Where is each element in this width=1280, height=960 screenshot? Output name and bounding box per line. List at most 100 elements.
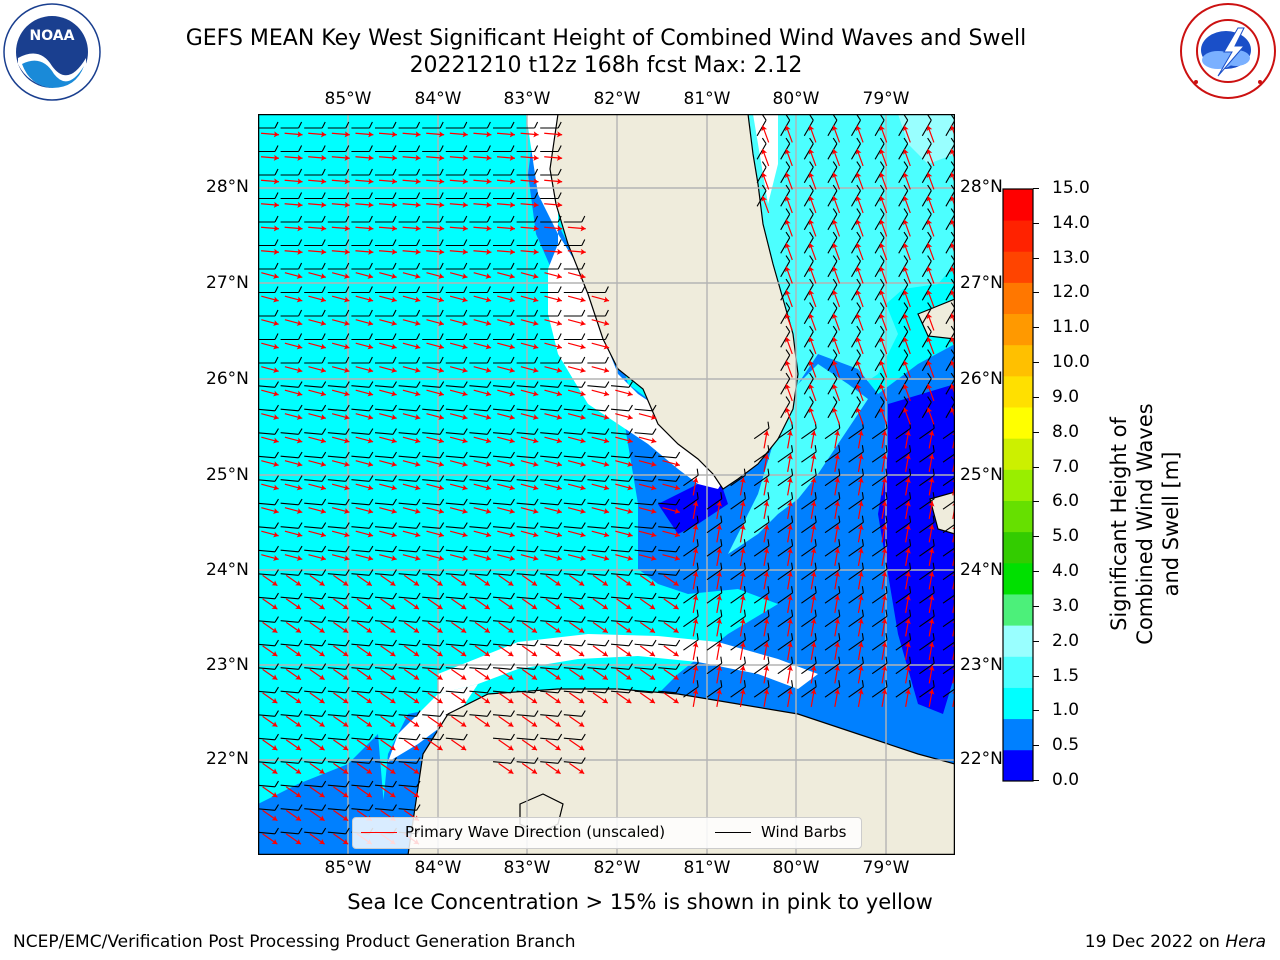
wave-arrow <box>403 621 420 634</box>
wave-arrow <box>567 554 586 561</box>
wind-barb <box>827 231 838 254</box>
wind-barb <box>304 686 327 694</box>
wave-arrow <box>261 413 279 420</box>
wind-barb <box>492 592 515 600</box>
wave-arrow <box>834 642 841 660</box>
wind-barb <box>634 616 657 623</box>
wave-arrow <box>308 389 327 397</box>
wind-barb <box>469 309 491 317</box>
wave-arrow <box>261 436 279 444</box>
wind-barb <box>492 616 515 623</box>
wind-barb <box>827 255 838 278</box>
wind-barb <box>375 121 397 129</box>
wind-barb <box>874 208 885 231</box>
wave-arrow <box>331 248 350 255</box>
wind-barb <box>898 302 909 325</box>
wave-arrow <box>639 668 656 681</box>
wind-barb <box>801 445 817 463</box>
wave-arrow <box>331 342 350 350</box>
wave-arrow <box>379 319 397 326</box>
wind-barb <box>540 309 562 317</box>
wind-barb <box>658 451 681 459</box>
wave-arrow <box>427 715 443 728</box>
wind-barb <box>351 451 374 459</box>
wave-arrow <box>739 548 746 566</box>
wave-arrow <box>379 483 397 491</box>
colorbar-band-11 <box>1003 407 1033 439</box>
wave-arrow <box>903 336 911 355</box>
wind-barb <box>610 569 633 576</box>
wind-barb <box>777 445 794 463</box>
wind-barb <box>803 184 814 207</box>
wind-barb <box>706 633 723 651</box>
wave-arrow <box>308 530 327 538</box>
wave-arrow <box>451 621 467 634</box>
wind-barb <box>327 192 350 200</box>
wind-barb <box>848 586 864 604</box>
wind-barb <box>374 804 397 811</box>
wave-arrow <box>473 319 492 326</box>
wind-barb <box>540 616 563 623</box>
colorbar-tick-label: 11.0 <box>1052 317 1090 338</box>
sea-band-0.0-0.5 <box>878 384 955 714</box>
wind-barb <box>351 498 374 506</box>
wave-arrow <box>520 272 539 279</box>
wave-arrow <box>473 530 492 538</box>
wind-barb <box>327 309 350 317</box>
wind-barb <box>706 680 723 698</box>
wind-barb <box>469 404 492 412</box>
wind-barb <box>753 609 770 628</box>
wind-barb <box>658 522 681 529</box>
wind-barb <box>351 663 374 670</box>
wave-arrow <box>903 242 911 261</box>
wave-arrow <box>881 430 888 449</box>
wave-arrow <box>545 574 561 587</box>
wave-arrow <box>355 436 374 444</box>
wind-barb <box>848 633 864 651</box>
wind-barb <box>280 192 303 200</box>
wind-barb <box>851 161 861 184</box>
wave-arrow <box>834 571 841 590</box>
wave-arrow <box>662 483 681 491</box>
wave-arrow <box>284 483 303 491</box>
wind-barb <box>516 309 539 317</box>
wind-barb <box>398 710 421 717</box>
wind-barb <box>610 522 633 529</box>
wind-barb <box>851 302 861 325</box>
wave-arrow <box>810 524 817 543</box>
wave-arrow <box>309 621 325 634</box>
wind-barb <box>327 804 350 811</box>
wave-arrow <box>615 507 633 514</box>
wave-arrow <box>785 195 793 214</box>
wave-arrow <box>904 430 911 449</box>
colorbar-tick-mark <box>1033 431 1039 433</box>
wave-arrow <box>262 692 278 704</box>
wave-arrow <box>904 689 911 707</box>
colorbar-band-15 <box>1003 282 1033 315</box>
wave-arrow <box>309 809 325 822</box>
wave-arrow <box>380 692 396 704</box>
wave-arrow <box>308 248 327 255</box>
wave-arrow <box>308 460 327 467</box>
wave-arrow <box>262 668 278 681</box>
wave-arrow <box>903 148 911 167</box>
wave-arrow <box>810 618 817 637</box>
wave-arrow <box>474 692 491 704</box>
wind-barb <box>493 286 515 294</box>
wave-arrow <box>616 668 632 681</box>
wave-arrow <box>569 645 585 657</box>
wind-barb <box>258 592 279 600</box>
wave-arrow <box>855 407 864 425</box>
wave-arrow <box>403 598 420 610</box>
wind-barb <box>258 404 279 412</box>
wind-barb <box>445 522 468 529</box>
wave-arrow <box>331 295 350 303</box>
wave-arrow <box>355 413 374 420</box>
wave-arrow <box>881 571 888 590</box>
wave-arrow <box>567 413 586 420</box>
wave-arrow <box>427 692 443 704</box>
wind-barb <box>492 757 515 764</box>
wind-barb <box>422 145 444 153</box>
wind-barb <box>304 545 327 553</box>
wave-arrow <box>355 342 374 350</box>
